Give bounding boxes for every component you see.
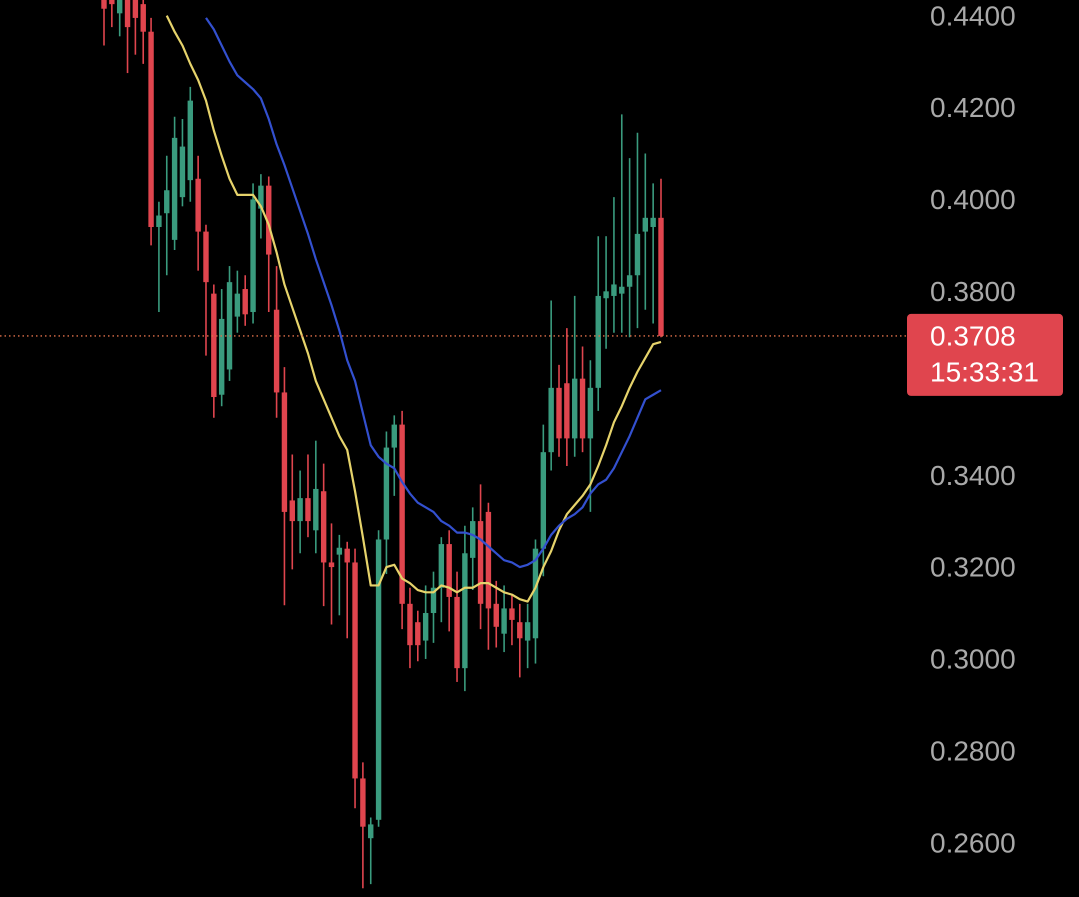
candle-body (642, 217, 649, 232)
candle-body (422, 613, 429, 641)
moving-average-line (165, 15, 662, 603)
candle-body (336, 547, 343, 555)
candle-body (320, 491, 327, 563)
candle-body (407, 603, 413, 646)
candle-body (116, 0, 123, 14)
candle-body (234, 293, 241, 317)
candle-body (532, 548, 539, 639)
candle-body (477, 521, 484, 604)
candle-body (587, 387, 594, 439)
last-price-label: 0.3708 (930, 320, 1016, 351)
candle-body (156, 215, 162, 228)
candle-body (572, 378, 578, 439)
candle-body (470, 521, 476, 558)
moving-averages (165, 15, 662, 603)
candle-body (305, 498, 311, 522)
candle-body (187, 100, 193, 181)
y-tick-label: 0.2600 (930, 827, 1016, 858)
candle-body (650, 217, 656, 228)
y-tick-label: 0.3200 (930, 552, 1016, 583)
candle-body (493, 603, 499, 627)
candle-body (501, 608, 507, 634)
candle-body (658, 217, 664, 336)
moving-average-line (205, 17, 662, 569)
candle-body (352, 562, 358, 779)
candle-body (524, 622, 531, 641)
candle-body (258, 185, 264, 209)
candle-body (548, 387, 554, 453)
candle-body (242, 289, 248, 315)
candle-body (399, 424, 405, 604)
candle-body (313, 488, 319, 531)
candle-body (281, 392, 288, 512)
candle-body (446, 544, 452, 597)
candle-body (148, 31, 154, 228)
y-tick-label: 0.3400 (930, 460, 1016, 491)
candle-body (101, 0, 107, 9)
candle-body (344, 548, 350, 563)
y-tick-label: 0.3800 (930, 276, 1016, 307)
last-price-marker: 0.3708 15:33:31 (0, 313, 1063, 396)
candle-body (462, 553, 468, 669)
candle-body (226, 282, 233, 370)
candle-body (368, 824, 374, 839)
candle-body (203, 231, 209, 283)
candle-body (509, 608, 515, 620)
candle-body (124, 0, 131, 28)
candle-body (375, 539, 382, 820)
candle-body (430, 587, 437, 614)
candle-body (603, 291, 609, 299)
candle-body (517, 622, 523, 639)
candle-body (266, 185, 272, 255)
candle-body (328, 562, 335, 568)
candle-body (415, 622, 421, 646)
y-tick-label: 0.4200 (930, 92, 1016, 123)
candle-body (250, 199, 256, 313)
candle-body (626, 275, 633, 287)
candle-body (218, 318, 225, 395)
candle-body (564, 383, 570, 439)
candle-body (140, 4, 146, 32)
last-price-tag (907, 313, 1063, 396)
y-tick-label: 0.4400 (930, 0, 1016, 31)
candle-body (164, 190, 170, 214)
candle-body (438, 544, 445, 588)
candle-body (171, 137, 178, 240)
candle-body (485, 511, 492, 609)
candle-body (391, 424, 397, 448)
candle-body (383, 447, 390, 540)
y-tick-label: 0.2800 (930, 736, 1016, 767)
countdown-label: 15:33:31 (930, 356, 1039, 387)
candle-body (634, 233, 641, 276)
candle-body (611, 284, 617, 296)
candle-body (540, 452, 547, 549)
candle-body (273, 309, 280, 393)
candle-body (556, 387, 562, 439)
candle-body (619, 286, 625, 294)
candle-body (195, 178, 201, 232)
candle-body (579, 378, 586, 439)
candle-body (179, 146, 186, 198)
candle-body (109, 0, 115, 5)
candle-body (289, 500, 295, 522)
candle-body (454, 596, 460, 669)
y-tick-label: 0.4000 (930, 184, 1016, 215)
candles (101, 0, 664, 889)
candle-body (211, 293, 217, 398)
candle-body (595, 295, 601, 388)
candle-body (297, 498, 303, 522)
candle-body (132, 0, 139, 18)
y-tick-label: 0.3000 (930, 644, 1016, 675)
candle-body (360, 778, 366, 827)
